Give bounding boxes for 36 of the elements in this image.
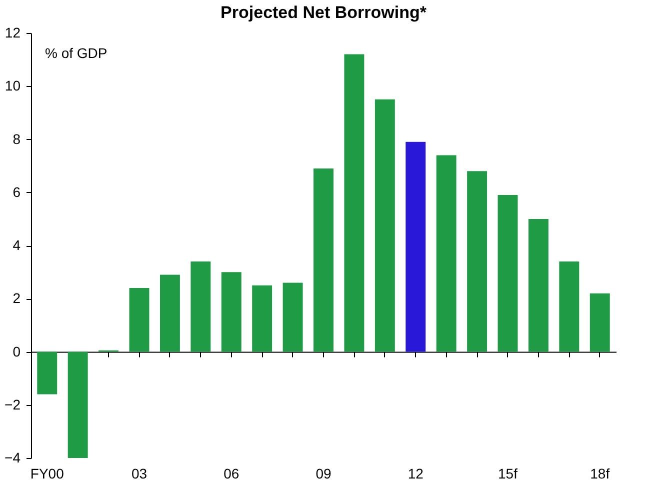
y-tick-label: −2	[4, 396, 21, 412]
y-tick-label: 8	[12, 130, 21, 147]
bar	[68, 352, 88, 458]
bar	[590, 293, 610, 352]
annotation: % of GDP	[45, 45, 108, 61]
y-tick-label: 4	[12, 237, 21, 253]
x-tick-label: 06	[224, 466, 240, 482]
bar	[406, 142, 426, 352]
y-tick-label: 0	[12, 343, 21, 360]
x-tick-label: 18f	[590, 466, 610, 482]
bar	[37, 352, 58, 394]
bar	[559, 261, 580, 352]
bar	[221, 272, 242, 352]
bar	[314, 168, 334, 352]
bar	[252, 285, 272, 352]
bar	[528, 218, 548, 352]
bar	[160, 274, 180, 352]
bar	[344, 54, 364, 352]
y-tick-label: 10	[4, 78, 21, 94]
x-tick-label: FY00	[30, 466, 64, 482]
bar	[374, 99, 395, 352]
x-tick-label: 12	[408, 466, 424, 482]
y-tick-label: 6	[12, 184, 21, 200]
y-tick-label: 12	[4, 24, 21, 40]
y-tick-label: −4	[4, 450, 21, 466]
bar	[467, 171, 488, 352]
bar	[282, 282, 303, 352]
bar	[498, 195, 518, 352]
bar	[190, 261, 211, 352]
chart-title: Projected Net Borrowing*	[220, 3, 427, 22]
x-tick-label: 03	[131, 466, 148, 482]
bar	[129, 288, 150, 352]
x-tick-label: 15f	[498, 466, 518, 482]
x-tick-label: 09	[316, 466, 332, 482]
bar	[436, 155, 456, 352]
y-tick-label: 2	[12, 290, 21, 306]
